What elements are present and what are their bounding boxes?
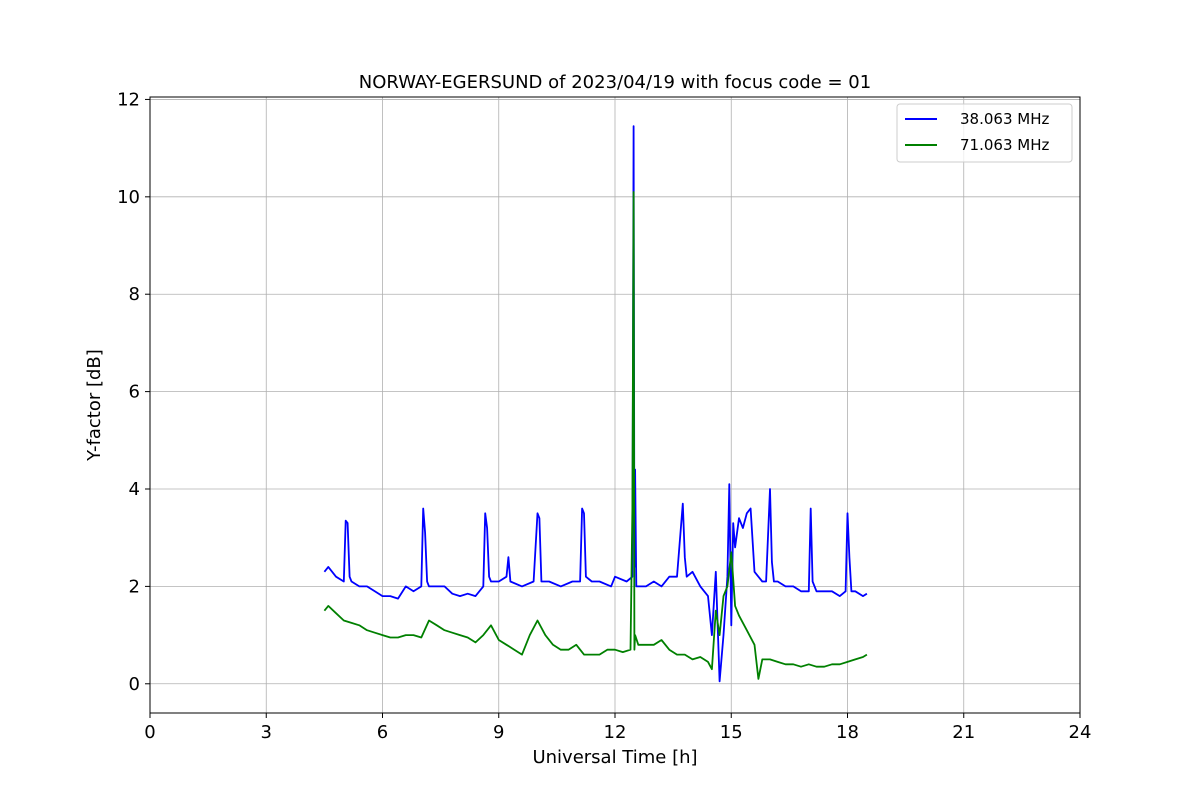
x-tick-label: 9 [493, 722, 504, 743]
y-tick-label: 2 [129, 576, 140, 597]
x-tick-label: 12 [604, 722, 627, 743]
y-tick-label: 0 [129, 674, 140, 695]
y-tick-label: 10 [117, 187, 140, 208]
legend-label-38mhz: 38.063 MHz [960, 110, 1049, 128]
y-axis-label: Y-factor [dB] [84, 349, 105, 462]
legend-label-71mhz: 71.063 MHz [960, 136, 1049, 154]
x-tick-label: 6 [377, 722, 388, 743]
x-tick-label: 21 [952, 722, 975, 743]
x-tick-label: 24 [1069, 722, 1092, 743]
chart-title: NORWAY-EGERSUND of 2023/04/19 with focus… [359, 72, 871, 93]
x-axis-label: Universal Time [h] [532, 747, 697, 768]
x-tick-label: 0 [144, 722, 155, 743]
y-tick-label: 8 [129, 284, 140, 305]
x-tick-label: 15 [720, 722, 743, 743]
y-tick-label: 12 [117, 89, 140, 110]
y-tick-label: 6 [129, 382, 140, 403]
legend: 38.063 MHz 71.063 MHz [896, 103, 1073, 163]
series-layer [323, 125, 868, 683]
x-tick-label: 3 [261, 722, 272, 743]
y-tick-label: 4 [129, 479, 140, 500]
series-line-71mhz [323, 191, 868, 680]
x-tick-label: 18 [836, 722, 859, 743]
legend-box [896, 103, 1073, 163]
